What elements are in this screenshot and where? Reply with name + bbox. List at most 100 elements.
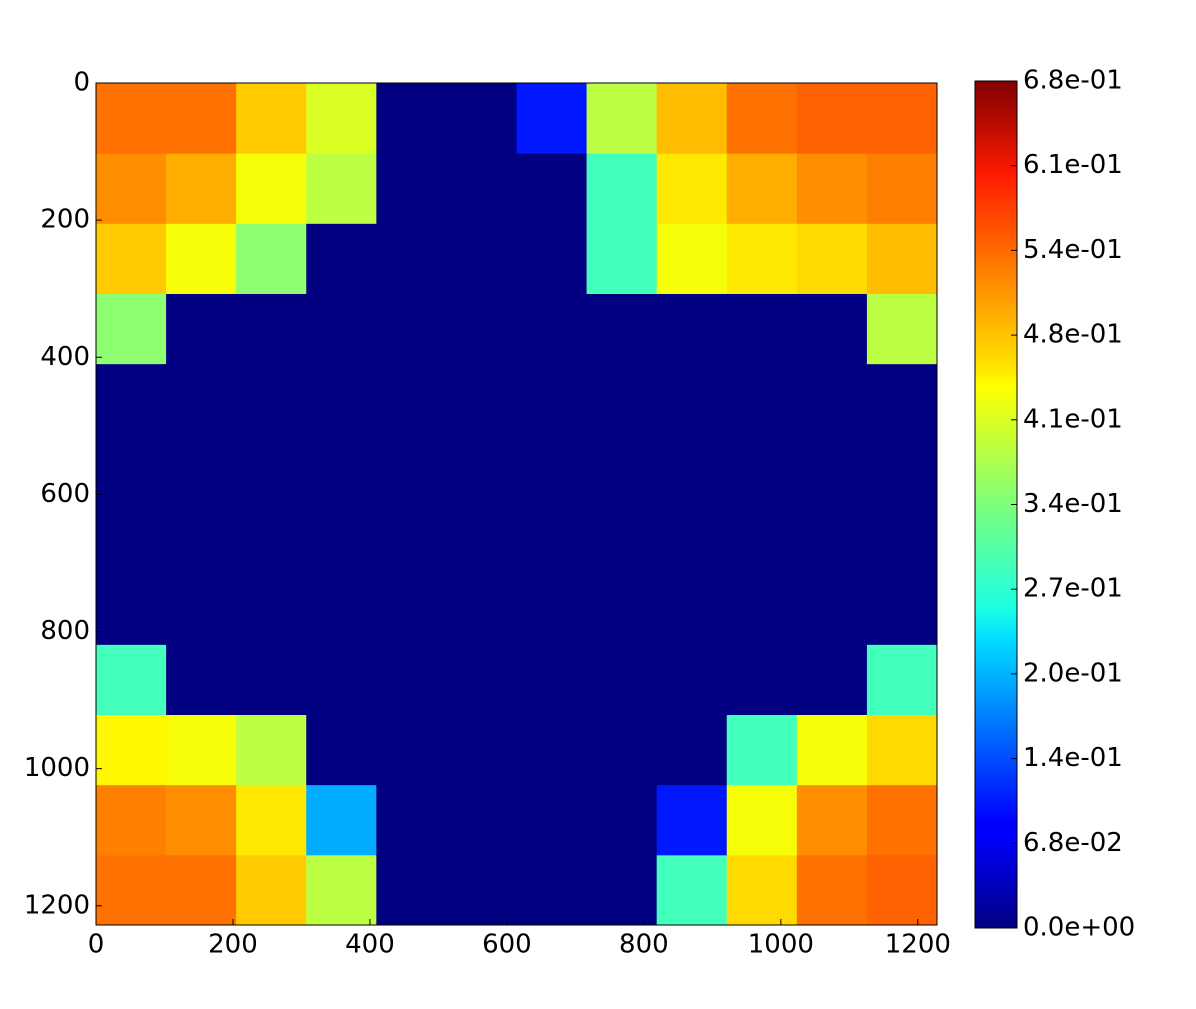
heatmap-cell	[726, 83, 798, 154]
heatmap-cell	[796, 153, 868, 224]
heatmap-cell	[306, 714, 377, 786]
heatmap-cell	[726, 293, 798, 365]
x-tick-label: 1000	[748, 930, 814, 960]
heatmap-cell	[516, 784, 588, 856]
heatmap-cell	[446, 784, 517, 856]
heatmap	[96, 83, 937, 925]
heatmap-cell	[866, 153, 937, 224]
heatmap-cell	[306, 83, 377, 154]
plot-frame	[95, 82, 938, 926]
heatmap-cell	[516, 223, 588, 294]
heatmap-cell	[96, 644, 167, 715]
x-tick-label: 1200	[885, 930, 951, 960]
heatmap-cell	[796, 574, 868, 645]
heatmap-cell	[796, 293, 868, 365]
heatmap-cell	[166, 363, 237, 435]
heatmap-cell	[236, 153, 307, 224]
heatmap-cell	[866, 293, 937, 365]
heatmap-cell	[656, 854, 728, 925]
heatmap-cell	[866, 83, 937, 154]
heatmap-cell	[656, 784, 728, 856]
y-tick-label: 200	[40, 205, 90, 235]
heatmap-cell	[306, 363, 377, 435]
heatmap-cell	[446, 83, 517, 154]
heatmap-cell	[446, 854, 517, 925]
heatmap-cell	[726, 714, 798, 786]
heatmap-cell	[446, 714, 517, 786]
heatmap-cell	[866, 574, 937, 645]
heatmap-cell	[306, 644, 377, 715]
heatmap-cell	[516, 714, 588, 786]
heatmap-cell	[516, 504, 588, 575]
heatmap-cell	[236, 574, 307, 645]
colorbar-tick-label: 2.7e-01	[1023, 574, 1123, 604]
heatmap-cell	[656, 433, 728, 505]
heatmap-cell	[866, 363, 937, 435]
heatmap-cell	[166, 293, 237, 365]
heatmap-cell	[586, 433, 658, 505]
heatmap-cell	[656, 574, 728, 645]
heatmap-cell	[166, 83, 237, 154]
heatmap-cell	[376, 784, 447, 856]
heatmap-cell	[306, 784, 377, 856]
heatmap-cell	[306, 574, 377, 645]
heatmap-cell	[586, 574, 658, 645]
heatmap-cell	[726, 784, 798, 856]
heatmap-cell	[866, 714, 937, 786]
heatmap-cell	[376, 433, 447, 505]
heatmap-cell	[96, 854, 167, 925]
heatmap-cell	[796, 223, 868, 294]
heatmap-cell	[306, 153, 377, 224]
heatmap-cell	[446, 644, 517, 715]
heatmap-cell	[96, 293, 167, 365]
y-tick-label: 400	[40, 342, 90, 372]
heatmap-cell	[516, 644, 588, 715]
x-tick-label: 400	[345, 930, 395, 960]
colorbar-tick-label: 6.8e-01	[1023, 66, 1123, 96]
heatmap-cell	[586, 854, 658, 925]
heatmap-cell	[96, 504, 167, 575]
y-tick-label: 600	[40, 479, 90, 509]
heatmap-cell	[726, 644, 798, 715]
heatmap-cell	[376, 223, 447, 294]
heatmap-cell	[586, 223, 658, 294]
x-tick-label: 600	[482, 930, 532, 960]
heatmap-cell	[866, 223, 937, 294]
heatmap-cell	[516, 574, 588, 645]
heatmap-cell	[306, 433, 377, 505]
x-tick-label: 800	[619, 930, 669, 960]
heatmap-cell	[796, 784, 868, 856]
heatmap-cell	[376, 83, 447, 154]
heatmap-cell	[656, 153, 728, 224]
heatmap-cell	[376, 153, 447, 224]
heatmap-cell	[796, 363, 868, 435]
heatmap-cell	[866, 784, 937, 856]
heatmap-cell	[446, 293, 517, 365]
heatmap-cell	[586, 504, 658, 575]
heatmap-cell	[236, 363, 307, 435]
heatmap-cell	[166, 504, 237, 575]
heatmap-cell	[866, 504, 937, 575]
heatmap-cell	[96, 153, 167, 224]
heatmap-cell	[516, 363, 588, 435]
colorbar-tick-label: 4.1e-01	[1023, 404, 1123, 434]
heatmap-cell	[166, 574, 237, 645]
heatmap-cell	[96, 223, 167, 294]
colorbar-tick-label: 6.8e-02	[1023, 828, 1123, 858]
heatmap-cell	[586, 363, 658, 435]
heatmap-cell	[866, 433, 937, 505]
colorbar-tick-label: 2.0e-01	[1023, 658, 1123, 688]
x-tick-label: 0	[88, 930, 105, 960]
heatmap-cell	[306, 293, 377, 365]
heatmap-cell	[166, 644, 237, 715]
heatmap-cell	[516, 153, 588, 224]
heatmap-cell	[236, 714, 307, 786]
heatmap-cell	[796, 714, 868, 786]
heatmap-cell	[656, 363, 728, 435]
heatmap-cell	[166, 784, 237, 856]
heatmap-cell	[726, 433, 798, 505]
heatmap-cell	[446, 223, 517, 294]
heatmap-cell	[656, 504, 728, 575]
heatmap-cell	[656, 714, 728, 786]
heatmap-cell	[236, 83, 307, 154]
